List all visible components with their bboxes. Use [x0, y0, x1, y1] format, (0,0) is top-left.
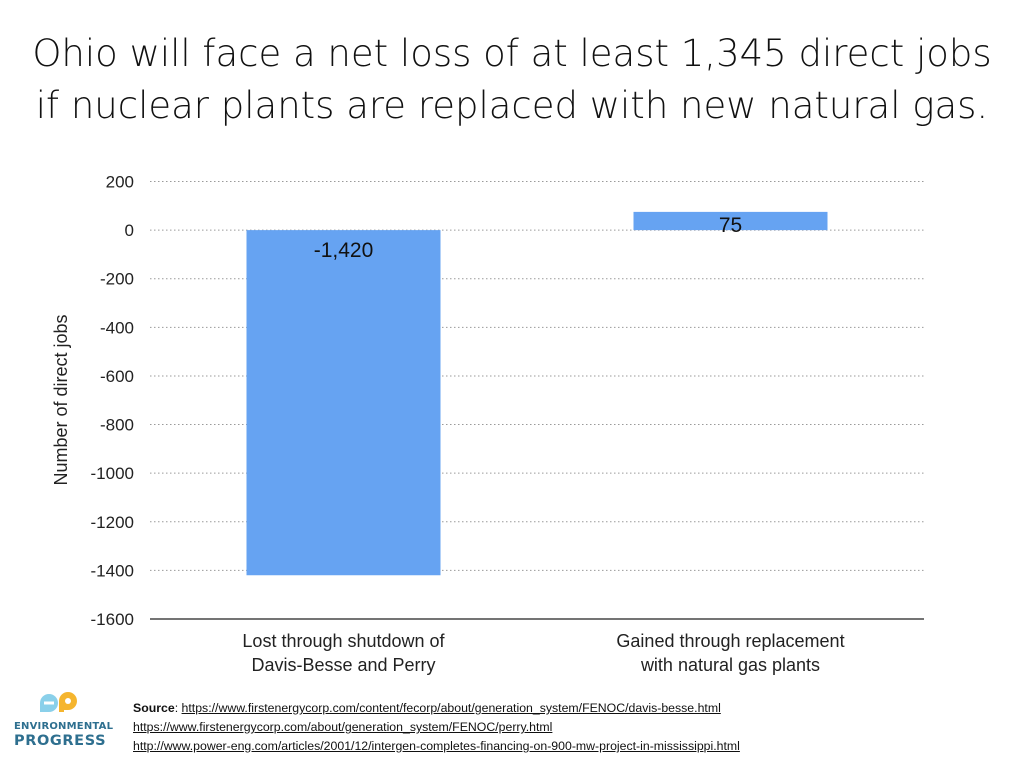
- ep-logo-icon: [38, 692, 106, 719]
- title-line-1: Ohio will face a net loss of at least 1,…: [32, 32, 992, 75]
- y-tick-label: -1000: [91, 464, 134, 483]
- x-category-label: with natural gas plants: [640, 655, 820, 675]
- y-tick-label: 200: [106, 173, 134, 192]
- environmental-progress-logo: ENVIRONMENTAL PROGRESS: [14, 692, 114, 749]
- y-axis-ticks: 200 0 -200 -400 -600 -800 -1000 -1200 -1400 -1600: [91, 173, 134, 630]
- x-axis-categories: Lost through shutdown of Davis-Besse and …: [242, 631, 844, 675]
- bar: [633, 211, 828, 231]
- data-label: -1,420: [314, 239, 374, 262]
- y-axis-label: Number of direct jobs: [51, 314, 71, 485]
- x-category-label: Davis-Besse and Perry: [251, 655, 435, 675]
- bars: -1,420 75: [246, 211, 828, 576]
- data-label: 75: [719, 214, 742, 237]
- y-tick-label: -1400: [91, 561, 134, 580]
- y-tick-label: 0: [125, 221, 134, 240]
- x-category-label: Gained through replacement: [616, 631, 844, 651]
- y-tick-label: -1200: [91, 513, 134, 532]
- source-block: Source: https://www.firstenergycorp.com/…: [133, 701, 740, 753]
- y-tick-label: -400: [100, 318, 134, 337]
- source-label: Source: [133, 701, 175, 715]
- y-tick-label: -1600: [91, 610, 134, 629]
- y-tick-label: -200: [100, 270, 134, 289]
- source-link-davis-besse[interactable]: https://www.firstenergycorp.com/content/…: [181, 701, 721, 715]
- x-category-label: Lost through shutdown of: [242, 631, 445, 651]
- source-link-perry[interactable]: https://www.firstenergycorp.com/about/ge…: [133, 720, 553, 734]
- chart-title: Ohio will face a net loss of at least 1,…: [0, 28, 1024, 132]
- source-link-power-eng[interactable]: http://www.power-eng.com/articles/2001/1…: [133, 739, 740, 753]
- logo-word-environmental: ENVIRONMENTAL: [14, 721, 114, 732]
- bar-chart: 200 0 -200 -400 -600 -800 -1000 -1200 -1400 -1600…: [51, 173, 924, 675]
- y-tick-label: -800: [100, 416, 134, 435]
- logo-word-progress: PROGRESS: [14, 733, 107, 749]
- y-tick-label: -600: [100, 367, 134, 386]
- bar: [246, 230, 441, 576]
- title-line-2: if nuclear plants are replaced with new …: [35, 84, 989, 127]
